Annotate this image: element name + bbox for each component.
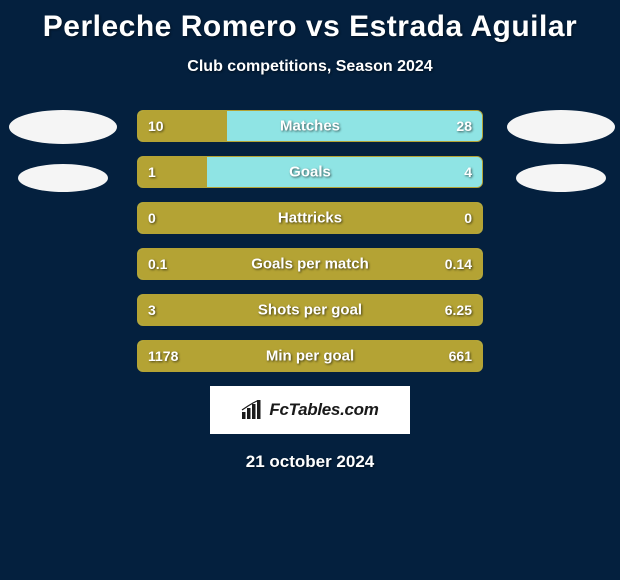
stat-label: Shots per goal xyxy=(258,302,362,319)
right-player-badge-1 xyxy=(507,110,615,144)
right-player-avatars xyxy=(501,110,613,192)
stat-label: Goals per match xyxy=(251,256,369,273)
right-bar-fill xyxy=(227,111,482,141)
left-value: 3 xyxy=(148,302,156,318)
stat-row: 0 0 Hattricks xyxy=(137,202,483,234)
fctables-logo: FcTables.com xyxy=(210,386,410,434)
right-bar-fill xyxy=(207,157,482,187)
stat-label: Min per goal xyxy=(266,348,354,365)
right-value: 4 xyxy=(464,164,472,180)
stat-bars: 10 28 Matches 1 4 Goals 0 0 Hattricks 0.1 0.14 Goal… xyxy=(137,110,483,372)
stat-row: 1 4 Goals xyxy=(137,156,483,188)
stat-row: 3 6.25 Shots per goal xyxy=(137,294,483,326)
left-value: 1178 xyxy=(148,348,178,364)
right-value: 661 xyxy=(449,348,472,364)
left-value: 0.1 xyxy=(148,256,167,272)
left-value: 10 xyxy=(148,118,164,134)
left-player-avatars xyxy=(7,110,119,192)
left-value: 0 xyxy=(148,210,156,226)
stat-row: 1178 661 Min per goal xyxy=(137,340,483,372)
date-text: 21 october 2024 xyxy=(0,452,620,472)
subtitle: Club competitions, Season 2024 xyxy=(0,58,620,76)
comparison-content: 10 28 Matches 1 4 Goals 0 0 Hattricks 0.1 0.14 Goal… xyxy=(0,110,620,372)
right-value: 0.14 xyxy=(445,256,472,272)
stat-label: Matches xyxy=(280,118,340,135)
stat-row: 10 28 Matches xyxy=(137,110,483,142)
stat-label: Goals xyxy=(289,164,331,181)
page-title: Perleche Romero vs Estrada Aguilar xyxy=(0,0,620,44)
logo-text: FcTables.com xyxy=(269,400,378,420)
right-value: 6.25 xyxy=(445,302,472,318)
bar-chart-icon xyxy=(241,400,263,420)
stat-row: 0.1 0.14 Goals per match xyxy=(137,248,483,280)
right-player-badge-2 xyxy=(516,164,606,192)
stat-label: Hattricks xyxy=(278,210,342,227)
left-value: 1 xyxy=(148,164,156,180)
left-player-badge-1 xyxy=(9,110,117,144)
right-value: 28 xyxy=(456,118,472,134)
left-player-badge-2 xyxy=(18,164,108,192)
right-value: 0 xyxy=(464,210,472,226)
